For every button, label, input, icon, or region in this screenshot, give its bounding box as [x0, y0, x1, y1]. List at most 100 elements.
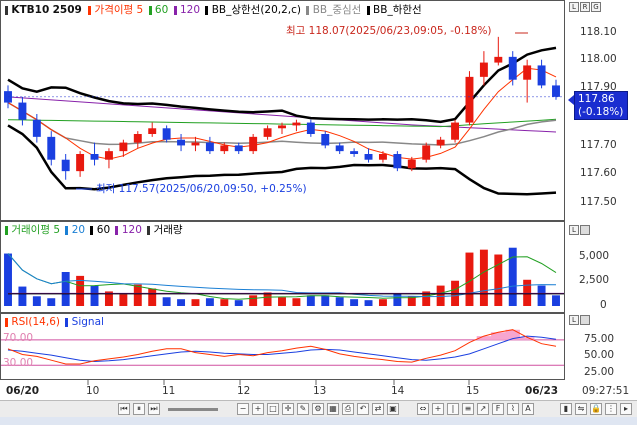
volume-y-tick: 2,500: [579, 274, 610, 286]
chart-toolbar: ⏮ ⏸ ⏭ − + □ ✛ ✎ ⚙ ▦ ⎙ ↶ ⇄ ▣ ⇔ + | ≡ ↗ F …: [0, 400, 637, 417]
ma5-swatch-icon: [88, 5, 92, 15]
low-annotation: 최저 117.57(2025/06/20,09:50, +0.25%): [96, 183, 307, 195]
ma120-line: [7, 96, 557, 133]
trend-icon[interactable]: ↗: [477, 403, 489, 415]
volume-bar: [162, 297, 171, 306]
volume-bar: [378, 299, 387, 306]
high-annotation: 최고 118.07(2025/06/23,09:05, -0.18%): [286, 25, 492, 37]
vol-ma20-period: 20: [71, 224, 86, 236]
clock: 09:27:51: [582, 385, 630, 397]
fib-icon[interactable]: F: [492, 403, 504, 415]
add-icon[interactable]: +: [432, 403, 444, 415]
toggle-icon[interactable]: ⇄: [372, 403, 384, 415]
rsi-level-30: 30.00: [3, 357, 34, 369]
ma-legend-label[interactable]: 가격이평: [94, 4, 134, 16]
candle-body: [407, 159, 416, 169]
bb-mid-label[interactable]: BB_중심선: [312, 4, 362, 16]
volume-bar: [436, 285, 445, 306]
rsi-panel-l-button[interactable]: L: [569, 315, 579, 325]
save-icon[interactable]: ▣: [387, 403, 399, 415]
last-page-icon[interactable]: ⏭: [148, 403, 160, 415]
candle-body: [61, 159, 70, 172]
volume-bar: [306, 295, 315, 306]
volume-y-tick: 0: [600, 299, 607, 311]
bb-lower-label[interactable]: BB_하한선: [373, 4, 422, 16]
bb-upper-label[interactable]: BB_상한선(20,2,c): [211, 4, 302, 16]
lock-icon[interactable]: 🔒: [590, 403, 602, 415]
volume-bar: [133, 284, 142, 306]
vol-ma120-swatch-icon: [115, 225, 119, 235]
symbol-label[interactable]: KTB10: [11, 4, 50, 16]
drag-icon[interactable]: ⇔: [417, 403, 429, 415]
rsi-label[interactable]: RSI(14,6): [11, 316, 60, 328]
candle-body: [90, 154, 99, 160]
volume-bar: [4, 253, 12, 306]
candle-body: [494, 56, 503, 63]
volume-ma-label[interactable]: 거래이평: [11, 224, 50, 236]
panel-l-button[interactable]: L: [569, 2, 579, 12]
volume-bar: [278, 297, 286, 306]
expand-icon[interactable]: ▸: [620, 403, 632, 415]
candle-body: [278, 125, 286, 129]
zoom-out-icon[interactable]: −: [237, 403, 249, 415]
volume-bar: [494, 254, 503, 306]
undo-icon[interactable]: ↶: [357, 403, 369, 415]
line-icon[interactable]: |: [447, 403, 459, 415]
rsi-panel-button[interactable]: [580, 315, 590, 325]
volume-bar: [321, 295, 330, 306]
volume-bar: [552, 295, 560, 306]
rsi-y-tick: 25.00: [584, 366, 615, 378]
fit-icon[interactable]: □: [267, 403, 279, 415]
print-icon[interactable]: ⎙: [342, 403, 354, 415]
candle-body: [393, 154, 402, 169]
volume-panel: [4, 247, 565, 306]
volume-bar: [407, 296, 416, 306]
panel-g-button[interactable]: G: [591, 2, 601, 12]
volume-ma5-line: [7, 253, 557, 300]
panel-r-button[interactable]: R: [580, 2, 590, 12]
volume-bar: [148, 288, 157, 306]
zoom-in-icon[interactable]: +: [252, 403, 264, 415]
list-icon[interactable]: ≡: [462, 403, 474, 415]
volume-panel-button[interactable]: [580, 225, 590, 235]
volume-bar: [104, 291, 113, 306]
candle-body: [523, 65, 532, 80]
volume-label[interactable]: 거래량: [153, 224, 183, 236]
period-icon[interactable]: ⇋: [575, 403, 587, 415]
rsi-panel: [0, 329, 565, 366]
candle-body: [234, 145, 243, 152]
grid-icon[interactable]: ▦: [327, 403, 339, 415]
crosshair-icon[interactable]: ✛: [282, 403, 294, 415]
volume-bar: [47, 298, 56, 306]
signal-swatch-icon: [65, 317, 69, 327]
first-page-icon[interactable]: ⏮: [118, 403, 130, 415]
price-y-tick: 118.10: [580, 26, 617, 38]
text-icon[interactable]: A: [522, 403, 534, 415]
rsi-level-70: 70.00: [3, 332, 34, 344]
vol-ma5-period: 5: [53, 224, 61, 236]
candle-body: [191, 142, 200, 146]
x-axis-label: 11: [162, 385, 176, 397]
price-panel-frame: [0, 0, 565, 221]
scroll-icon[interactable]: ▮: [560, 403, 572, 415]
volume-bar: [335, 297, 344, 306]
settings-icon[interactable]: ⚙: [312, 403, 324, 415]
volume-panel-l-button[interactable]: L: [569, 225, 579, 235]
volume-bar: [234, 300, 243, 306]
draw-icon[interactable]: ✎: [297, 403, 309, 415]
volume-bar: [76, 275, 85, 306]
signal-label[interactable]: Signal: [71, 316, 104, 328]
candle-body: [148, 128, 157, 134]
zoom-slider[interactable]: [168, 408, 218, 411]
contract-label[interactable]: 2509: [52, 4, 82, 16]
candle-body: [436, 139, 445, 146]
volume-bar: [364, 300, 373, 306]
menu-icon[interactable]: ⋮: [605, 403, 617, 415]
pause-icon[interactable]: ⏸: [133, 403, 145, 415]
candle-body: [205, 142, 214, 152]
vol-ma20-swatch-icon: [65, 225, 69, 235]
rsi-y-tick: 50.00: [584, 349, 615, 361]
ma5-period: 5: [136, 4, 144, 16]
ruler-icon[interactable]: ⌇: [507, 403, 519, 415]
